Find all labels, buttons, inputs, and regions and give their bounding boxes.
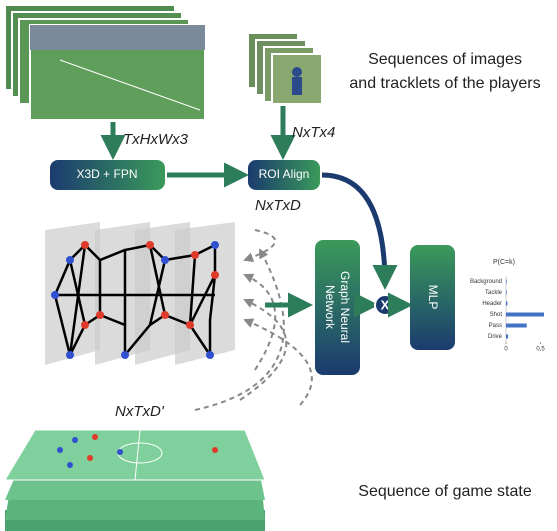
bar xyxy=(506,279,507,284)
graph xyxy=(45,222,235,365)
player-crops xyxy=(247,32,323,105)
caption: Sequences of images xyxy=(368,51,522,68)
chart-title: P(C=k) xyxy=(493,259,515,266)
bar xyxy=(506,312,544,317)
block-label: Graph Neural xyxy=(338,271,352,343)
y-tick-label: Tackle xyxy=(485,290,503,296)
roi-box xyxy=(248,160,320,190)
dim-label: TxHxWx3 xyxy=(123,131,189,148)
caption: Sequence of game state xyxy=(358,483,532,500)
op-label: X xyxy=(381,297,390,312)
block-label: Network xyxy=(323,285,337,330)
arrow xyxy=(321,172,398,290)
prob-chart: P(C=k) 0 0,5 Background Tackle Header Shot Pass… xyxy=(470,259,545,353)
bar xyxy=(506,334,509,339)
y-tick-label: Pass xyxy=(489,323,502,329)
bar xyxy=(506,301,508,306)
block-label: X3D + FPN xyxy=(76,167,137,181)
video-frames xyxy=(4,4,206,121)
dim-label: NxTxD xyxy=(255,197,301,214)
y-tick-label: Header xyxy=(482,301,502,307)
x-tick-label: 0 xyxy=(504,347,508,353)
recurrent-arrows xyxy=(194,229,313,411)
bar xyxy=(506,290,507,295)
y-tick-label: Background xyxy=(470,279,502,285)
block-label: MLP xyxy=(426,285,440,310)
gnn-box xyxy=(315,240,360,375)
backbone-box xyxy=(50,160,165,190)
caption: and tracklets of the players xyxy=(349,75,540,92)
x-tick-label: 0,5 xyxy=(536,347,545,353)
game-state xyxy=(4,429,266,531)
y-tick-label: Shot xyxy=(490,312,503,318)
dim-label: NxTx4 xyxy=(292,124,335,141)
block-label: ROI Align xyxy=(259,167,310,181)
dim-label: NxTxD' xyxy=(115,403,165,420)
y-tick-label: Drive xyxy=(488,334,503,340)
mlp-box xyxy=(410,245,455,350)
bar xyxy=(506,323,527,328)
